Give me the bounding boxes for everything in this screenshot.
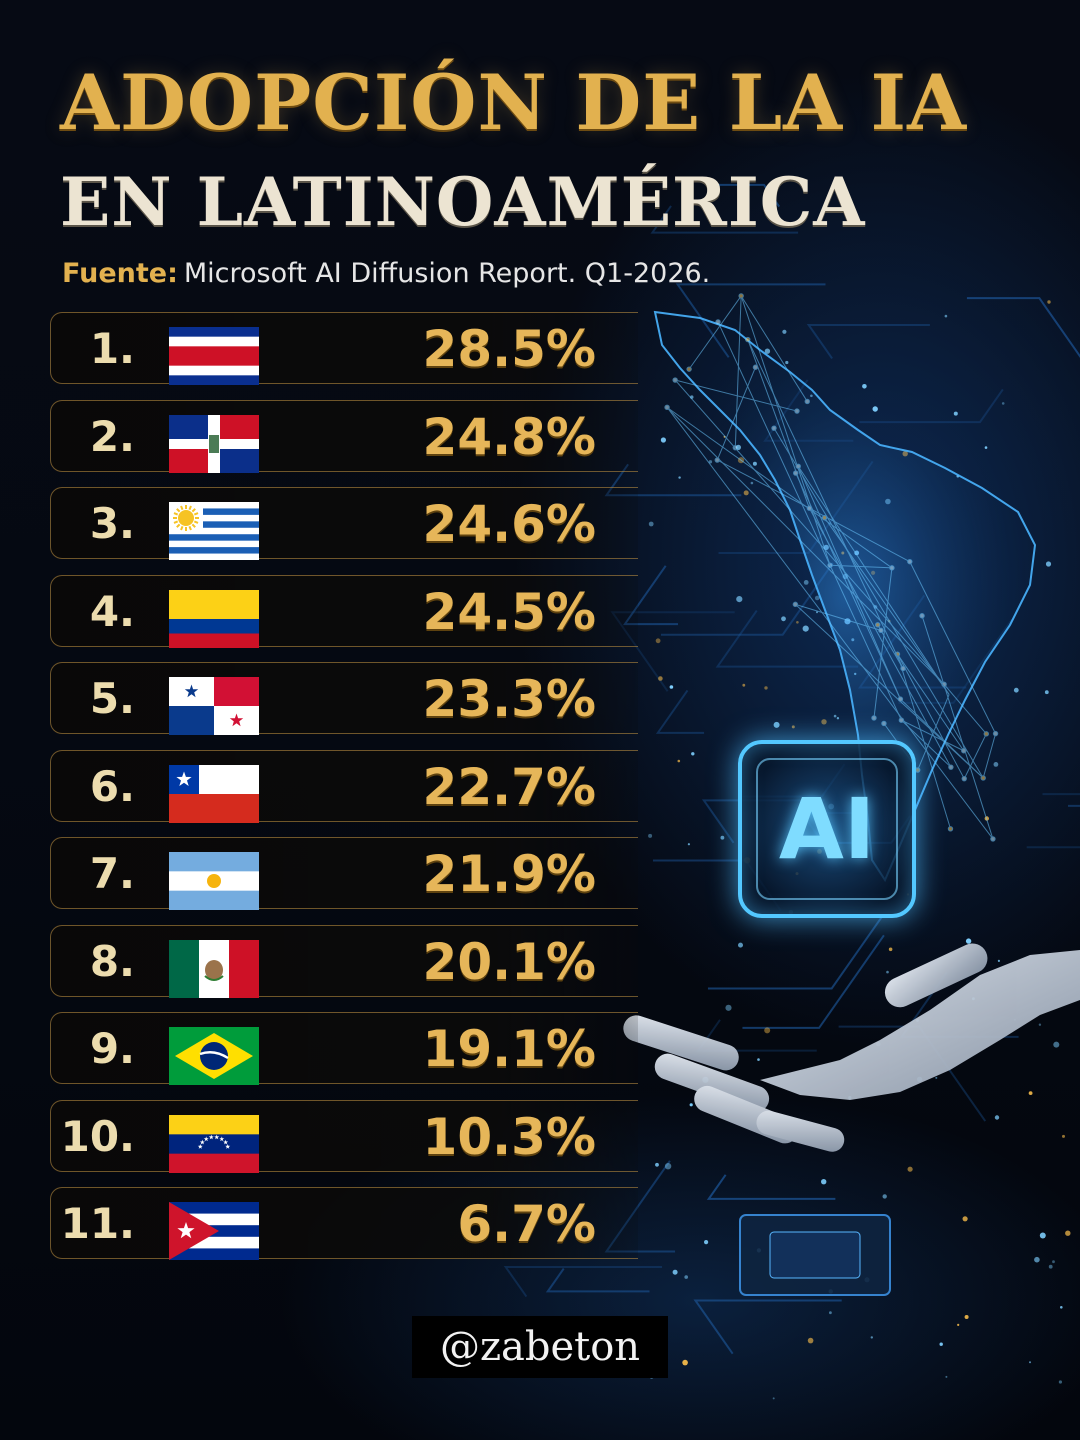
brazil-flag <box>169 1027 259 1085</box>
rank-number: 8. <box>89 936 135 986</box>
adoption-value: 6.7% <box>457 1195 596 1253</box>
table-row: 2. 24.8% <box>50 399 638 473</box>
adoption-value: 24.6% <box>422 495 596 553</box>
adoption-value: 22.7% <box>422 757 596 816</box>
table-row: 11. 6.7% <box>50 1187 638 1260</box>
chile-flag <box>169 764 259 823</box>
rank-number: 2. <box>89 411 135 461</box>
table-row: 7. 21.9% <box>50 837 638 910</box>
rank-number: 7. <box>89 849 135 898</box>
title-line-1: ADOPCIÓN DE LA IA <box>60 58 968 147</box>
author-handle: @zabeton <box>412 1316 668 1378</box>
adoption-value: 10.3% <box>422 1107 596 1166</box>
adoption-value: 23.3% <box>422 670 596 728</box>
rank-number: 10. <box>60 1111 135 1161</box>
ai-chip-inner-border <box>756 758 898 900</box>
ai-badge-text: AI <box>778 780 876 878</box>
adoption-value: 24.5% <box>422 582 596 641</box>
adoption-value: 24.8% <box>422 407 596 466</box>
source-line: Fuente: Microsoft AI Diffusion Report. Q1… <box>62 256 710 292</box>
colombia-flag <box>169 589 259 648</box>
costa-rica-flag <box>169 327 259 385</box>
adoption-value: 20.1% <box>422 932 596 991</box>
table-row: 1. 28.5% <box>50 312 638 385</box>
table-row: 8. 20.1% <box>50 924 638 998</box>
rank-number: 1. <box>89 324 135 373</box>
rank-number: 6. <box>89 761 135 811</box>
adoption-value: 19.1% <box>422 1020 596 1078</box>
table-row: 4. 24.5% <box>50 574 638 648</box>
adoption-value: 28.5% <box>422 320 596 378</box>
table-row: 5. 23.3% <box>50 662 638 735</box>
rank-number: 4. <box>89 586 135 636</box>
rank-number: 5. <box>89 674 135 723</box>
rank-number: 3. <box>89 499 135 548</box>
table-row: 9. 19.1% <box>50 1012 638 1085</box>
adoption-value: 21.9% <box>422 845 596 903</box>
cuba-flag <box>169 1202 259 1260</box>
mexico-flag <box>169 939 259 998</box>
table-row: 6. 22.7% <box>50 749 638 823</box>
source-text: Microsoft AI Diffusion Report. Q1-2026. <box>183 258 711 289</box>
venezuela-flag <box>169 1114 259 1173</box>
panama-flag <box>169 677 259 735</box>
rank-number: 9. <box>89 1024 135 1073</box>
rank-number: 11. <box>60 1199 135 1248</box>
table-row: 10. 10.3% <box>50 1099 638 1173</box>
source-label: Fuente: <box>62 258 178 289</box>
robot-hand-shape <box>623 943 1080 1152</box>
uruguay-flag <box>169 502 259 560</box>
argentina-flag <box>169 852 259 910</box>
dominican-republic-flag <box>169 414 259 473</box>
microchip-shape <box>739 1214 891 1296</box>
ai-chip-badge: AI <box>738 740 916 918</box>
title-line-2: EN LATINOAMÉRICA <box>60 163 866 241</box>
table-row: 3. 24.6% <box>50 487 638 560</box>
